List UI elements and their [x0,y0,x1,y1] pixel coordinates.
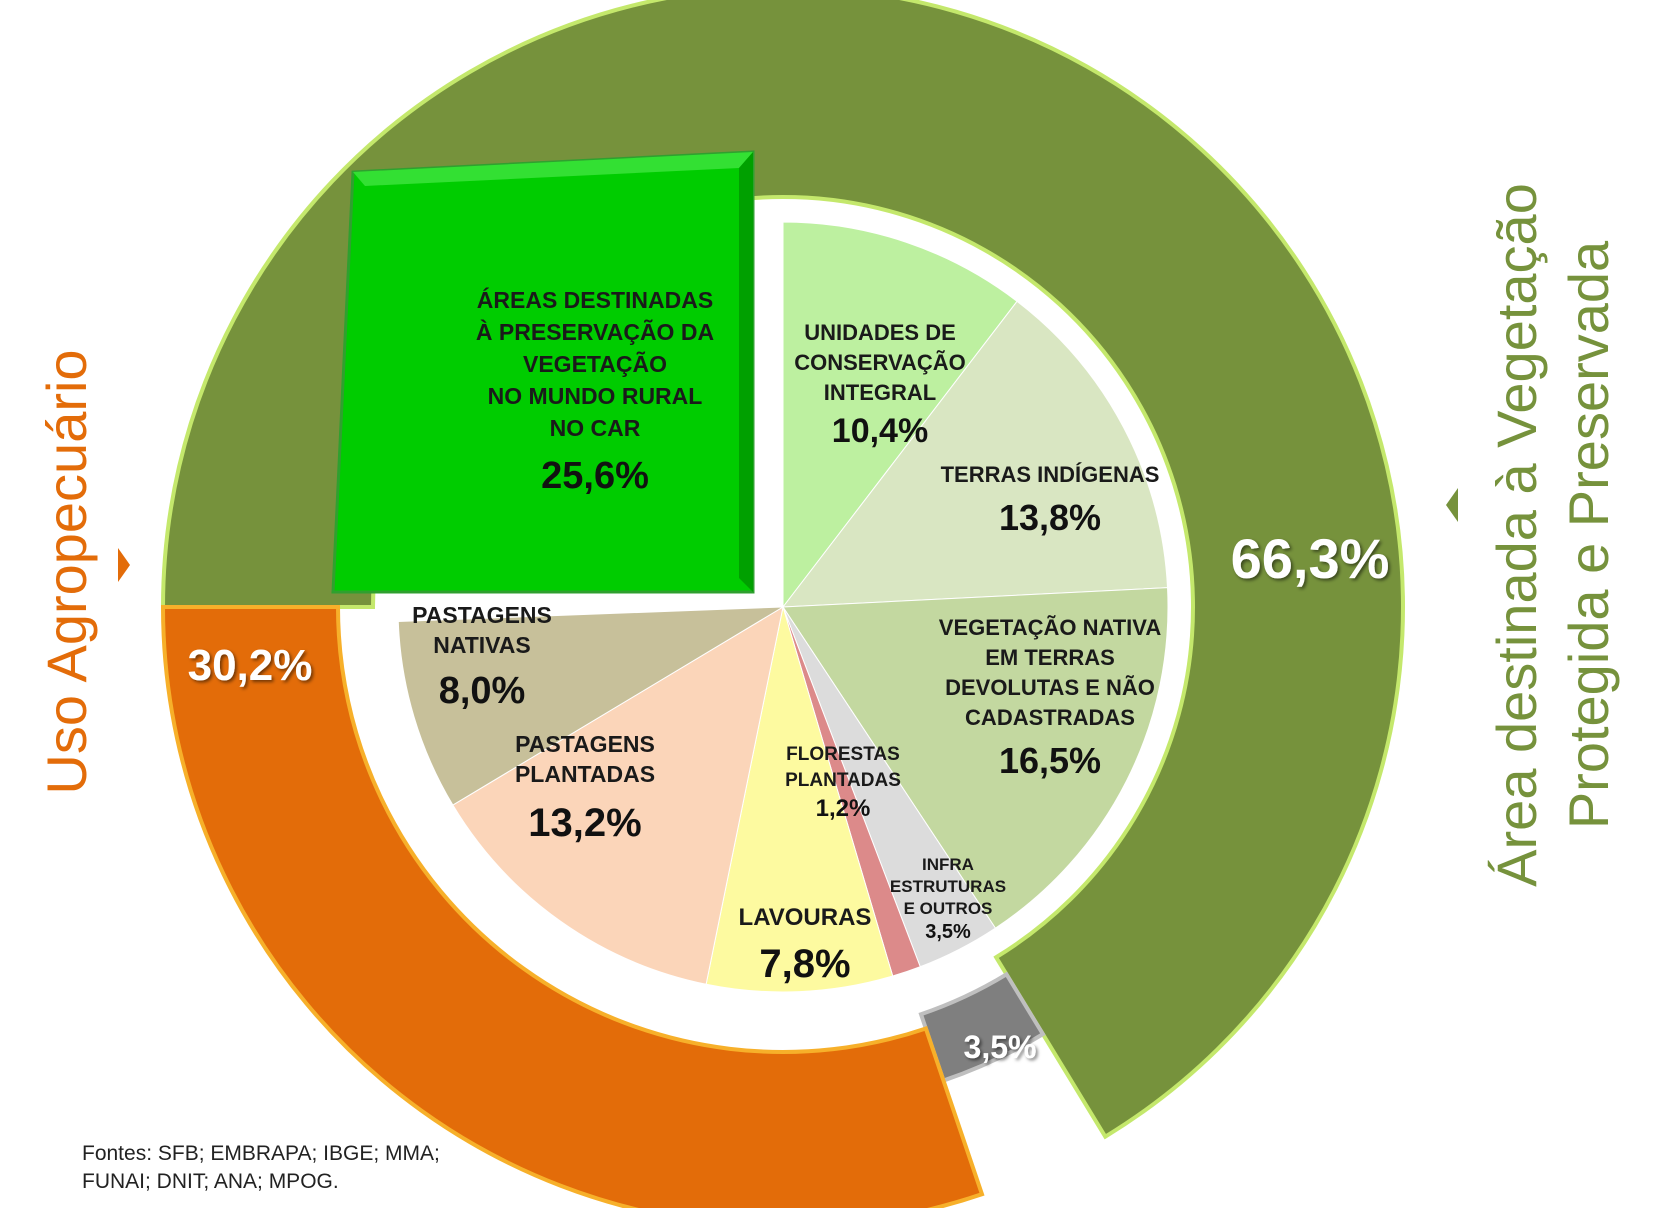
sources-note: Fontes: SFB; EMBRAPA; IBGE; MMA; FUNAI; … [82,1140,440,1196]
label-infra-line-3: E OUTROS [904,899,993,918]
outer-value-preservada: 66,3% [1231,527,1390,590]
outer-segment-agro [160,605,985,1208]
value-florestas: 1,2% [816,795,871,822]
right-arrow-icon [1446,488,1458,522]
label-pastplant-line-1: PASTAGENS [515,731,655,757]
value-lavouras: 7,8% [759,942,850,986]
outer-segment-outros [918,971,1046,1084]
left-arrow-icon [118,548,130,582]
slice-car-bevel-right [739,152,753,592]
label-ucs-line-1: UNIDADES DE [804,320,956,345]
label-pastnat-line-2: NATIVAS [433,632,531,658]
label-infra-line-1: INFRA [922,855,974,874]
label-infra-line-2: ESTRUTURAS [890,877,1006,896]
value-pastnat: 8,0% [439,670,526,712]
slice-pastnat [397,606,784,806]
outer-value-agro: 30,2% [188,641,313,690]
label-vegnat-line-3: DEVOLUTAS E NÃO [945,675,1155,700]
sources-line-1: Fontes: SFB; EMBRAPA; IBGE; MMA; [82,1142,440,1165]
label-pastplant-line-2: PLANTADAS [515,761,655,787]
label-pastnat-line-1: PASTAGENS [412,602,552,628]
value-ti: 13,8% [999,497,1101,538]
slice-labels: UNIDADES DE CONSERVAÇÃO INTEGRAL 10,4% TERRA… [188,286,1390,1065]
label-florestas-line-2: PLANTADAS [785,770,901,791]
slice-car-bevel-top [353,152,753,186]
value-ucs: 10,4% [832,412,928,450]
right-side-label-line1: Área destinada à Vegetação [1485,183,1548,887]
label-florestas-line-1: FLORESTAS [786,744,900,765]
label-ti-line-1: TERRAS INDÍGENAS [941,462,1160,487]
sources-line-2: FUNAI; DNIT; ANA; MPOG. [82,1170,339,1193]
label-ucs-line-2: CONSERVAÇÃO [794,350,966,375]
outer-value-outros: 3,5% [964,1029,1037,1065]
value-pastplant: 13,2% [528,801,641,845]
right-side-label-line2: Protegida e Preservada [1557,240,1620,829]
slice-vegnat [782,587,1169,929]
label-vegnat-line-2: EM TERRAS [985,645,1115,670]
label-lavouras-line-1: LAVOURAS [739,904,872,931]
value-car: 25,6% [541,455,649,497]
inner-pie [331,150,1169,993]
slice-ucs [782,221,1018,609]
label-car-line-1: ÁREAS DESTINADAS [477,286,713,313]
label-vegnat-line-1: VEGETAÇÃO NATIVA [939,615,1162,640]
slice-ti [781,300,1169,608]
label-car-line-4: NO MUNDO RURAL [488,383,703,409]
value-infra: 3,5% [925,921,971,943]
slice-lavouras [705,606,894,993]
left-side-label: Uso Agropecuário [35,349,98,794]
label-car-line-3: VEGETAÇÃO [523,350,667,377]
label-ucs-line-3: INTEGRAL [824,380,936,405]
label-vegnat-line-4: CADASTRADAS [965,705,1135,730]
label-car-line-2: À PRESERVAÇÃO DA [476,318,714,345]
label-car-line-5: NO CAR [550,415,641,441]
value-vegnat: 16,5% [999,740,1101,781]
slice-pastplant [452,605,784,985]
